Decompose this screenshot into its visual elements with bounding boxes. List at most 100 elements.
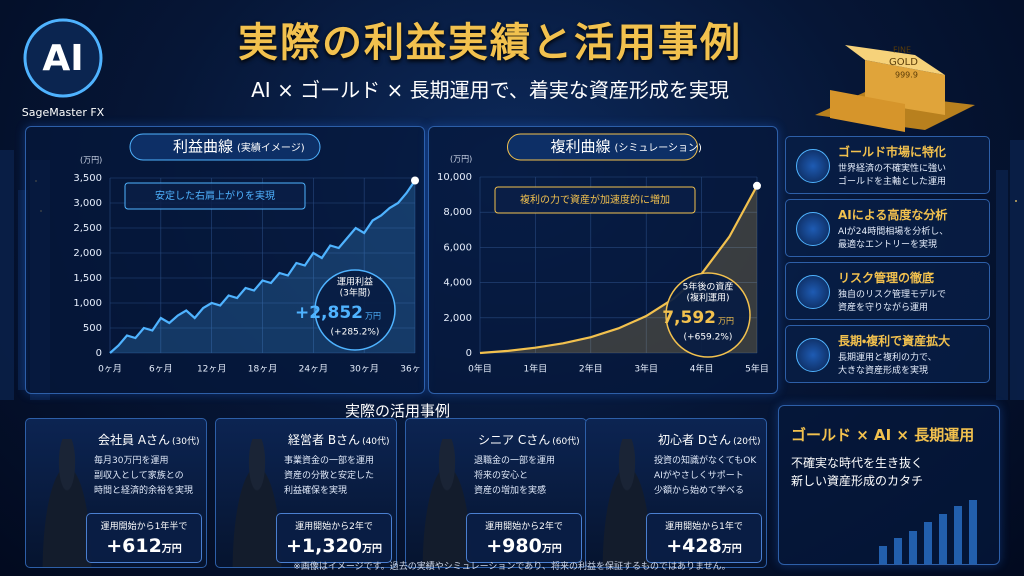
case-card: 初心者 Dさん (20代) 投資の知識がなくてもOK AIがやさしくサポート 少額から始… — [585, 418, 767, 568]
y-tick-label: 2,500 — [73, 223, 102, 234]
gold-bars: FINE GOLD 999.9 — [815, 45, 975, 132]
case-amount: +428 — [666, 535, 722, 557]
case-line: 資産の分散と安定した — [284, 471, 375, 481]
y-tick-label: 8,000 — [443, 207, 472, 218]
logo: AI SageMaster FX — [22, 18, 105, 119]
feature: AIによる高度な分析 AIが24時間相場を分析し、 最適なエントリーを実現 — [785, 199, 990, 257]
callout-circle — [314, 269, 396, 351]
x-tick-label: 30ヶ月 — [349, 364, 378, 375]
case-line: AIがやさしくサポート — [654, 471, 744, 481]
x-tick-label: 18ヶ月 — [248, 364, 277, 375]
feature-line: 世界経済の不確実性に強い — [838, 164, 947, 174]
x-tick-label: 6ヶ月 — [149, 364, 173, 375]
x-tick-label: 5年目 — [745, 363, 769, 375]
case-unit: 万円 — [721, 544, 742, 555]
chart-subtitle: (実績イメージ) — [237, 141, 305, 154]
case-result: 運用開始から1年半で +612万円 — [86, 513, 202, 563]
case-age: (40代) — [362, 437, 390, 447]
case-amount-row: +612万円 — [87, 535, 201, 557]
y-tick-label: 10,000 — [437, 172, 472, 183]
x-tick-label: 36ヶ月 — [400, 364, 420, 375]
case-amount-row: +1,320万円 — [277, 535, 391, 557]
feature-line: ゴールドを主軸とした運用 — [838, 177, 947, 187]
case-line: 退職金の一部を運用 — [474, 456, 556, 466]
case-period: 運用開始から2年で — [295, 522, 373, 532]
promo: ゴールド × AI × 長期運用 不確実な時代を生き抜く 新しい資産形成のカタチ — [778, 405, 1000, 565]
end-point — [411, 176, 419, 185]
case-card: 経営者 Bさん (40代) 事業資金の一部を運用 資産の分散と安定した 利益確保を実現運… — [215, 418, 397, 568]
case-line: 少額から始めて学べる — [654, 486, 745, 496]
chart: 複利曲線 (シミュレーション) (万円) 0 2,000 4,000 6,000 8,000 1… — [437, 133, 769, 375]
case-amount: +1,320 — [285, 535, 363, 557]
case-card: 会社員 Aさん (30代) 毎月30万円を運用 副収入として家族との 時間と経済的余裕を… — [25, 418, 207, 568]
case-amount: +612 — [106, 535, 162, 557]
feature: ゴールド市場に特化世界経済の不確実性に強い ゴールドを主軸とした運用 — [785, 136, 990, 194]
y-unit: (万円) — [450, 155, 472, 164]
y-tick-label: 3,500 — [73, 173, 102, 184]
feature-line: 最適なエントリーを実現 — [838, 240, 938, 250]
case-period: 運用開始から2年で — [485, 522, 563, 532]
feature-title: ゴールド市場に特化 — [838, 145, 947, 159]
subtitle: AI × ゴールド × 長期運用で、着実な資産形成を実現 — [251, 78, 729, 102]
case-name: 経営者 Bさん — [288, 433, 361, 447]
x-tick-label: 12ヶ月 — [197, 364, 226, 375]
feature-icon — [796, 212, 830, 246]
case-unit: 万円 — [161, 544, 182, 555]
case-period: 運用開始から1年半で — [100, 522, 188, 532]
x-tick-label: 0年目 — [468, 363, 492, 375]
feature-line: AIが24時間相場を分析し、 — [838, 227, 949, 237]
feature: リスク管理の徹底独自のリスク管理モデルで 資産を守りながら運用 — [785, 262, 990, 320]
promo-title: ゴールド × AI × 長期運用 — [791, 426, 975, 444]
case-age: (60代) — [552, 437, 580, 447]
footnote: ※画像はイメージです。過去の実績やシミュレーションであり、将来の利益を保証するも… — [293, 562, 731, 572]
x-tick-label: 24ヶ月 — [299, 364, 328, 375]
y-tick-label: 500 — [83, 323, 102, 334]
annotation-box — [124, 182, 306, 210]
x-tick-label: 0ヶ月 — [98, 364, 122, 375]
callout-period: (3年間) — [340, 287, 371, 299]
case-unit: 万円 — [541, 544, 562, 555]
gold-text: 999.9 — [895, 71, 918, 80]
feature-title: リスク管理の徹底 — [838, 271, 935, 285]
x-tick-label: 3年目 — [634, 363, 658, 375]
case-role: 経営者 Bさん (40代) — [288, 431, 390, 448]
case-age: (30代) — [172, 437, 200, 447]
callout-label: 運用利益 — [337, 276, 373, 288]
end-point — [753, 181, 761, 190]
logo-text: AI — [42, 38, 83, 79]
feature-title: 長期・複利で資産拡大 — [838, 334, 951, 348]
feature-title: AIによる高度な分析 — [838, 208, 948, 222]
promo-line: 新しい資産形成のカタチ — [791, 474, 924, 488]
title-pill — [507, 133, 698, 161]
y-tick-label: 2,000 — [73, 248, 102, 259]
title-pill — [129, 133, 321, 161]
y-tick-label: 3,000 — [73, 198, 102, 209]
promo-graphic — [879, 500, 977, 564]
feature-line: 資産を守りながら運用 — [838, 303, 929, 313]
y-tick-label: 2,000 — [443, 313, 472, 324]
case-unit: 万円 — [362, 544, 383, 555]
case-period: 運用開始から1年で — [665, 522, 743, 532]
y-tick-label: 0 — [466, 348, 472, 359]
y-unit: (万円) — [80, 156, 102, 165]
x-tick-label: 2年目 — [579, 363, 603, 375]
chart-title: 複利曲線 — [550, 138, 610, 156]
callout-label: 5年後の資産 — [683, 281, 734, 293]
y-tick-label: 1,000 — [73, 298, 102, 309]
feature-line: 独自のリスク管理モデルで — [838, 290, 947, 300]
callout-rate: (+659.2%) — [684, 333, 733, 343]
case-role: シニア Cさん (60代) — [478, 431, 580, 448]
feature-icon — [796, 275, 830, 309]
x-tick-label: 4年目 — [690, 363, 714, 375]
y-tick-label: 4,000 — [443, 278, 472, 289]
y-tick-label: 1,500 — [73, 273, 102, 284]
feature-icon — [796, 338, 830, 372]
case-role: 初心者 Dさん (20代) — [658, 431, 761, 448]
annotation: 複利の力で資産が加速度的に増加 — [520, 193, 670, 206]
annotation-box — [494, 186, 696, 214]
case-line: 副収入として家族との — [94, 471, 184, 481]
case-amount: +980 — [486, 535, 542, 557]
chart-subtitle: (シミュレーション) — [615, 143, 703, 154]
x-tick-label: 1年目 — [524, 363, 548, 375]
line — [479, 185, 758, 355]
